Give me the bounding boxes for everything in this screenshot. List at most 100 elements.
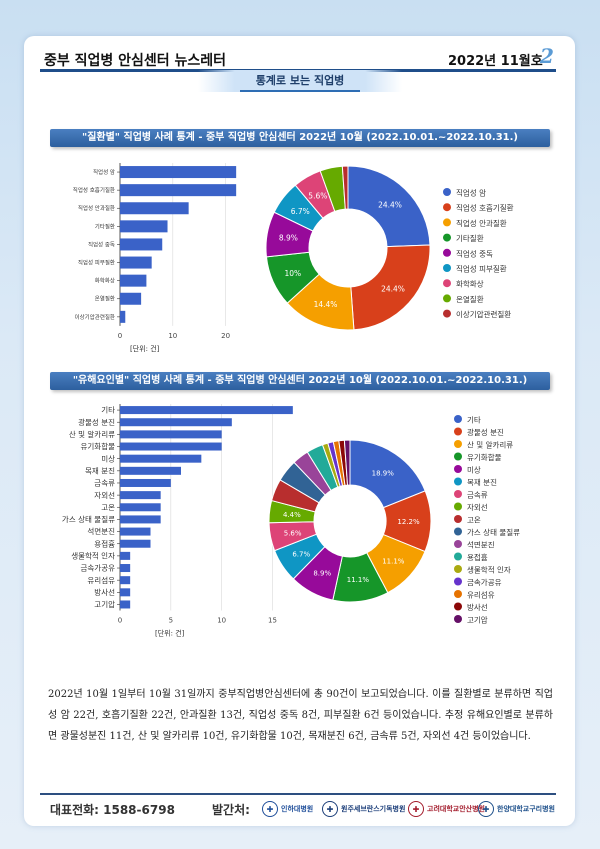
legend-swatch xyxy=(454,565,462,573)
legend-swatch xyxy=(454,577,462,586)
hanyang-guri-logo: ✚ 한양대학교구리병원 xyxy=(478,798,555,820)
slice-label: 6.7% xyxy=(291,207,310,216)
slice-label: 5.6% xyxy=(308,192,327,201)
issue-date: 2022년 11월호 xyxy=(448,54,543,69)
bar xyxy=(120,491,161,500)
category-label: 기타질환 xyxy=(95,222,115,230)
slice-label: 6.7% xyxy=(292,550,310,558)
legend-swatch xyxy=(443,233,451,242)
legend-swatch xyxy=(454,440,462,448)
category-label: 광물성 분진 xyxy=(78,417,115,427)
legend-label: 이상기압관련질환 xyxy=(456,309,511,319)
legend-swatch xyxy=(454,415,462,423)
legend-label: 산 및 알카리류 xyxy=(467,440,513,450)
category-label: 직업성 안과질환 xyxy=(78,204,115,212)
slice-label: 11.1% xyxy=(347,576,370,584)
legend-label: 화학화상 xyxy=(456,279,484,289)
legend-label: 직업성 피부질환 xyxy=(456,264,507,274)
bar xyxy=(120,220,168,233)
category-label: 자외선 xyxy=(94,490,115,500)
legend-swatch xyxy=(443,264,451,272)
slice-label: 5.6% xyxy=(284,530,302,538)
legend-label: 직업성 암 xyxy=(456,188,486,198)
slice-label: 24.4% xyxy=(378,200,402,209)
bar xyxy=(120,527,151,536)
legend-swatch xyxy=(443,203,451,212)
hospital-emblem-icon: ✚ xyxy=(478,801,494,817)
legend-swatch xyxy=(443,218,451,227)
legend-label: 자외선 xyxy=(467,502,488,512)
slice-label: 24.4% xyxy=(381,284,405,293)
legend-label: 미상 xyxy=(467,465,481,475)
x-tick-label: 10 xyxy=(217,617,226,625)
bar xyxy=(120,588,131,597)
bar xyxy=(120,539,151,548)
category-label: 화학화상 xyxy=(95,277,115,285)
category-label: 직업성 피부질환 xyxy=(78,258,115,266)
legend-label: 광물성 분진 xyxy=(467,427,504,437)
korea-univ-ansan-logo: ✚ 고려대학교안산병원 xyxy=(408,798,485,820)
bar xyxy=(120,202,189,215)
legend-label: 온열질환 xyxy=(456,294,484,304)
slice-label: 8.9% xyxy=(313,569,331,577)
bar xyxy=(120,166,237,179)
legend-swatch xyxy=(454,427,462,436)
disease-stats-title: "질환별" 직업병 사례 통계 - 중부 직업병 안심센터 2022년 10월 … xyxy=(50,129,550,147)
bar xyxy=(120,564,131,573)
legend-label: 가스 상태 물질류 xyxy=(467,527,520,537)
x-tick-label: 0 xyxy=(118,617,122,625)
legend-swatch xyxy=(443,188,451,196)
pie-slice xyxy=(347,165,431,248)
legend-swatch xyxy=(454,452,462,461)
category-label: 용접흄 xyxy=(94,538,115,548)
bar xyxy=(120,406,293,415)
category-label: 이상기압관련질환 xyxy=(75,313,115,321)
legend-swatch xyxy=(454,590,462,598)
legend-label: 고온 xyxy=(467,516,481,525)
category-label: 가스 상태 물질류 xyxy=(62,514,115,524)
legend-swatch xyxy=(443,279,451,288)
category-label: 유리섬유 xyxy=(87,575,115,585)
legend-swatch xyxy=(454,515,462,523)
legend-swatch xyxy=(443,294,451,303)
bar xyxy=(120,454,202,463)
legend-swatch xyxy=(454,502,462,511)
legend-swatch xyxy=(454,552,462,561)
legend-label: 유리섬유 xyxy=(467,590,495,600)
legend-swatch xyxy=(454,490,462,498)
slice-label: 12.2% xyxy=(397,518,420,526)
bar xyxy=(120,310,126,323)
legend-label: 직업성 호흡기질환 xyxy=(456,203,514,213)
summary-paragraph: 2022년 10월 1일부터 10월 31일까지 중부직업병안심센터에 총 90… xyxy=(48,689,553,742)
category-label: 기타 xyxy=(101,406,115,415)
footer-divider xyxy=(40,793,556,795)
bar xyxy=(120,503,161,512)
logo-text: 원주세브란스기독병원 xyxy=(341,805,406,813)
disease-donut-chart: 24.4% 24.4% 14.4% 10% 8.9% 6.7% 5.6% xyxy=(265,165,431,331)
legend-label: 방사선 xyxy=(467,602,488,612)
logo-text: 인하대병원 xyxy=(281,805,314,813)
category-label: 방사선 xyxy=(94,587,115,597)
section-banner: 통계로 보는 직업병 xyxy=(198,70,402,92)
pie-slice xyxy=(343,439,351,486)
bar xyxy=(120,478,171,487)
contact-phone: 대표전화: 1588-6798 xyxy=(50,803,175,817)
legend-swatch xyxy=(443,248,451,257)
category-label: 석면분진 xyxy=(87,526,115,536)
category-label: 생물학적 인자 xyxy=(71,551,115,561)
category-label: 직업성 중독 xyxy=(88,240,115,248)
category-label: 고기압 xyxy=(94,600,115,609)
bar xyxy=(120,430,222,439)
hazard-donut-chart: 18.9% 12.2% 11.1% 11.1% 8.9% 6.7% 5.6% 4.4% xyxy=(268,439,432,603)
unit-label: [단위: 건] xyxy=(130,344,160,353)
legend-swatch xyxy=(454,477,462,486)
legend-swatch xyxy=(454,540,462,548)
bar xyxy=(120,442,222,451)
bar xyxy=(120,274,147,287)
category-label: 금속류 xyxy=(94,479,115,488)
legend-label: 유기화합물 xyxy=(467,453,502,462)
